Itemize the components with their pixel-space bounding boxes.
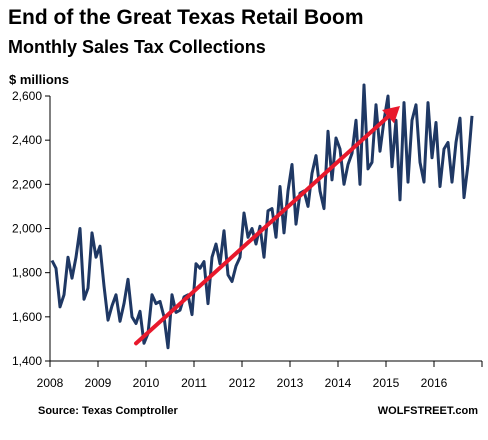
y-tick-label: 2,200 — [12, 177, 42, 191]
y-tick-label: 2,600 — [12, 89, 42, 103]
chart-subtitle: Monthly Sales Tax Collections — [8, 37, 266, 57]
x-tick-label: 2011 — [181, 376, 207, 390]
x-tick-label: 2016 — [421, 376, 448, 390]
x-tick-label: 2008 — [37, 376, 64, 390]
y-tick-label: 2,400 — [12, 133, 42, 147]
x-tick-label: 2009 — [85, 376, 112, 390]
series-line — [50, 83, 474, 350]
y-tick-label: 2,000 — [12, 222, 42, 236]
brand-credit: WOLFSTREET.com — [377, 405, 478, 417]
y-axis-label: $ millions — [9, 72, 69, 87]
source-note: Source: Texas Comptroller — [38, 405, 178, 417]
x-tick-label: 2013 — [277, 376, 304, 390]
x-tick-label: 2014 — [325, 376, 352, 390]
trend-arrow-head — [382, 105, 400, 124]
y-tick-label: 1,400 — [12, 354, 42, 368]
x-tick-label: 2015 — [373, 376, 400, 390]
x-tick-label: 2012 — [229, 376, 256, 390]
y-tick-label: 1,800 — [12, 266, 42, 280]
trend-arrow-shaft — [134, 114, 391, 346]
chart-title: End of the Great Texas Retail Boom — [8, 6, 364, 29]
x-tick-label: 2010 — [133, 376, 160, 390]
y-tick-label: 1,600 — [12, 310, 42, 324]
